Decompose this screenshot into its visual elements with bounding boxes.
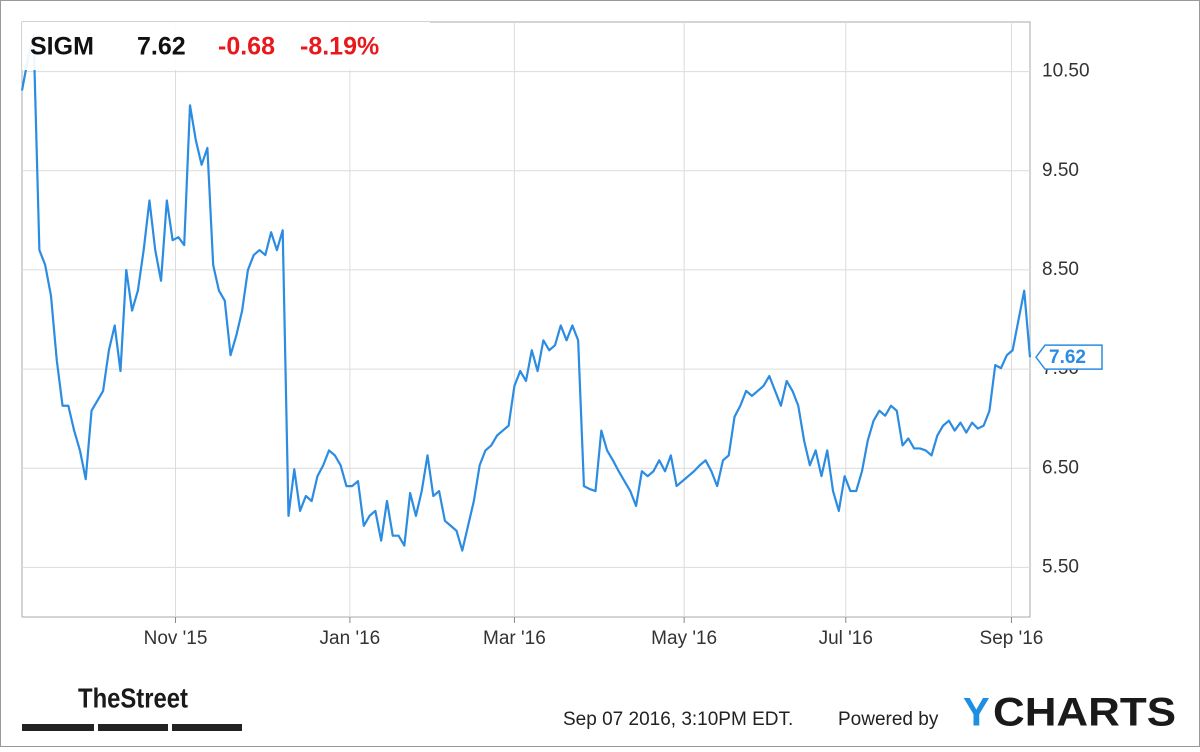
x-tick-label: Jan '16	[320, 628, 381, 649]
publisher-bar	[172, 724, 242, 731]
header-box	[22, 22, 430, 70]
y-tick-label: 6.50	[1042, 457, 1079, 478]
x-tick-label: May '16	[651, 628, 717, 649]
publisher-bar	[22, 724, 94, 731]
change: -0.68	[218, 33, 275, 61]
powered-by: Powered by	[838, 709, 939, 730]
x-tick-label: Mar '16	[483, 628, 546, 649]
plot-background	[21, 21, 1031, 618]
last-price-callout	[1035, 344, 1103, 370]
x-tick-label: Jul '16	[819, 628, 873, 649]
symbol: SIGM	[30, 33, 94, 61]
publisher-bar	[98, 724, 168, 731]
y-tick-label: 9.50	[1042, 160, 1079, 181]
last-price-label: 7.62	[1049, 347, 1086, 368]
x-tick-label: Nov '15	[144, 628, 208, 649]
brand-y: Y	[963, 691, 990, 735]
change-pct: -8.19%	[300, 33, 379, 61]
y-tick-label: 10.50	[1042, 61, 1090, 82]
y-tick-label: 8.50	[1042, 259, 1079, 280]
brand-charts: CHARTS	[993, 691, 1176, 735]
publisher: TheStreet	[78, 682, 188, 713]
timestamp: Sep 07 2016, 3:10PM EDT.	[563, 709, 793, 730]
price-line	[20, 33, 1032, 552]
y-tick-label: 5.50	[1042, 556, 1079, 577]
price: 7.62	[137, 33, 186, 61]
x-tick-label: Sep '16	[980, 628, 1044, 649]
